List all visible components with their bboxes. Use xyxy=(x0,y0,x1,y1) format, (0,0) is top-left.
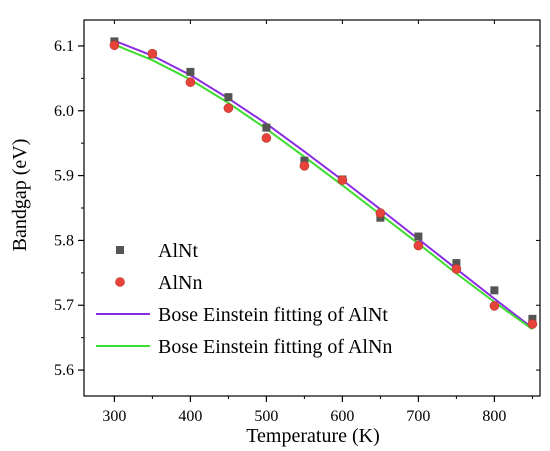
y-tick-label: 5.7 xyxy=(54,297,74,314)
circle-marker xyxy=(147,48,158,59)
x-tick-label: 600 xyxy=(330,408,354,425)
legend-label: Bose Einstein fitting of AlNt xyxy=(158,304,388,326)
y-tick-label: 5.9 xyxy=(54,168,74,185)
x-axis-ticks: 300 400 500 600 700 800 xyxy=(102,20,533,425)
square-marker xyxy=(528,314,537,323)
square-marker xyxy=(414,232,423,241)
x-tick-label: 300 xyxy=(102,408,126,425)
square-marker xyxy=(262,123,271,132)
circle-marker xyxy=(375,208,386,218)
x-tick-label: 400 xyxy=(178,408,202,425)
x-tick-label: 700 xyxy=(406,408,430,425)
circle-marker xyxy=(299,161,310,171)
data-markers xyxy=(109,37,538,329)
fit-lines xyxy=(114,39,534,331)
legend-label: AlNn xyxy=(158,272,202,294)
legend-label: Bose Einstein fitting of AlNn xyxy=(158,336,392,358)
square-marker xyxy=(224,93,233,102)
fit-line-2 xyxy=(114,39,534,329)
square-marker xyxy=(300,156,309,165)
circle-marker xyxy=(185,77,196,88)
legend-label: AlNt xyxy=(158,240,198,262)
x-tick-label: 500 xyxy=(254,408,278,425)
circle-marker xyxy=(489,301,500,311)
circle-marker xyxy=(451,264,462,274)
y-tick-label: 6.1 xyxy=(54,38,74,55)
circle-marker xyxy=(223,103,234,113)
y-tick-label: 5.6 xyxy=(54,362,74,379)
circle-marker xyxy=(413,240,424,251)
x-tick-label: 800 xyxy=(482,408,506,425)
square-marker xyxy=(452,259,461,268)
y-tick-label: 5.8 xyxy=(54,232,74,249)
square-marker xyxy=(490,286,499,295)
y-axis-ticks: 5.6 5.7 5.8 5.9 6.0 6.1 xyxy=(54,38,540,379)
x-axis-label: Temperature (K) xyxy=(246,425,380,447)
y-tick-label: 6.0 xyxy=(54,103,74,120)
circle-marker xyxy=(261,133,272,143)
legend-circle-marker xyxy=(115,277,125,287)
fit-line-3 xyxy=(114,43,533,331)
legend: AlNt AlNn Bose Einstein fitting of AlNt Bos… xyxy=(96,240,392,358)
y-axis-label: Bandgap (eV) xyxy=(9,139,31,252)
circle-marker xyxy=(527,319,538,329)
circle-marker xyxy=(337,175,348,185)
square-marker xyxy=(186,67,195,76)
legend-square-marker xyxy=(116,246,124,254)
circle-marker xyxy=(109,40,120,51)
